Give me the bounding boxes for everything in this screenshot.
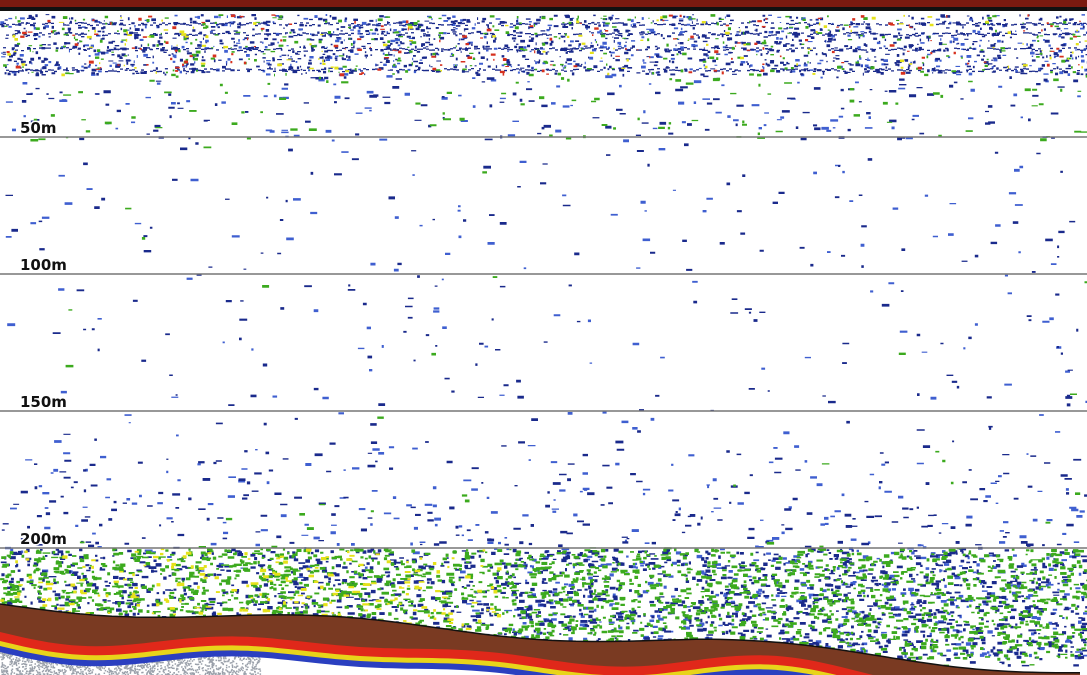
surface-band [0,0,1087,7]
surface-line [0,7,1087,11]
depth-label: 200m [20,530,67,548]
page: 50m100m150m200m (() => { const data = JS… [0,0,1087,675]
depth-label: 50m [20,119,57,137]
echogram: 50m 100m 150m 200m [0,0,1087,675]
depth-label: 150m [20,393,67,411]
background [0,0,1087,675]
depth-label: 100m [20,256,67,274]
